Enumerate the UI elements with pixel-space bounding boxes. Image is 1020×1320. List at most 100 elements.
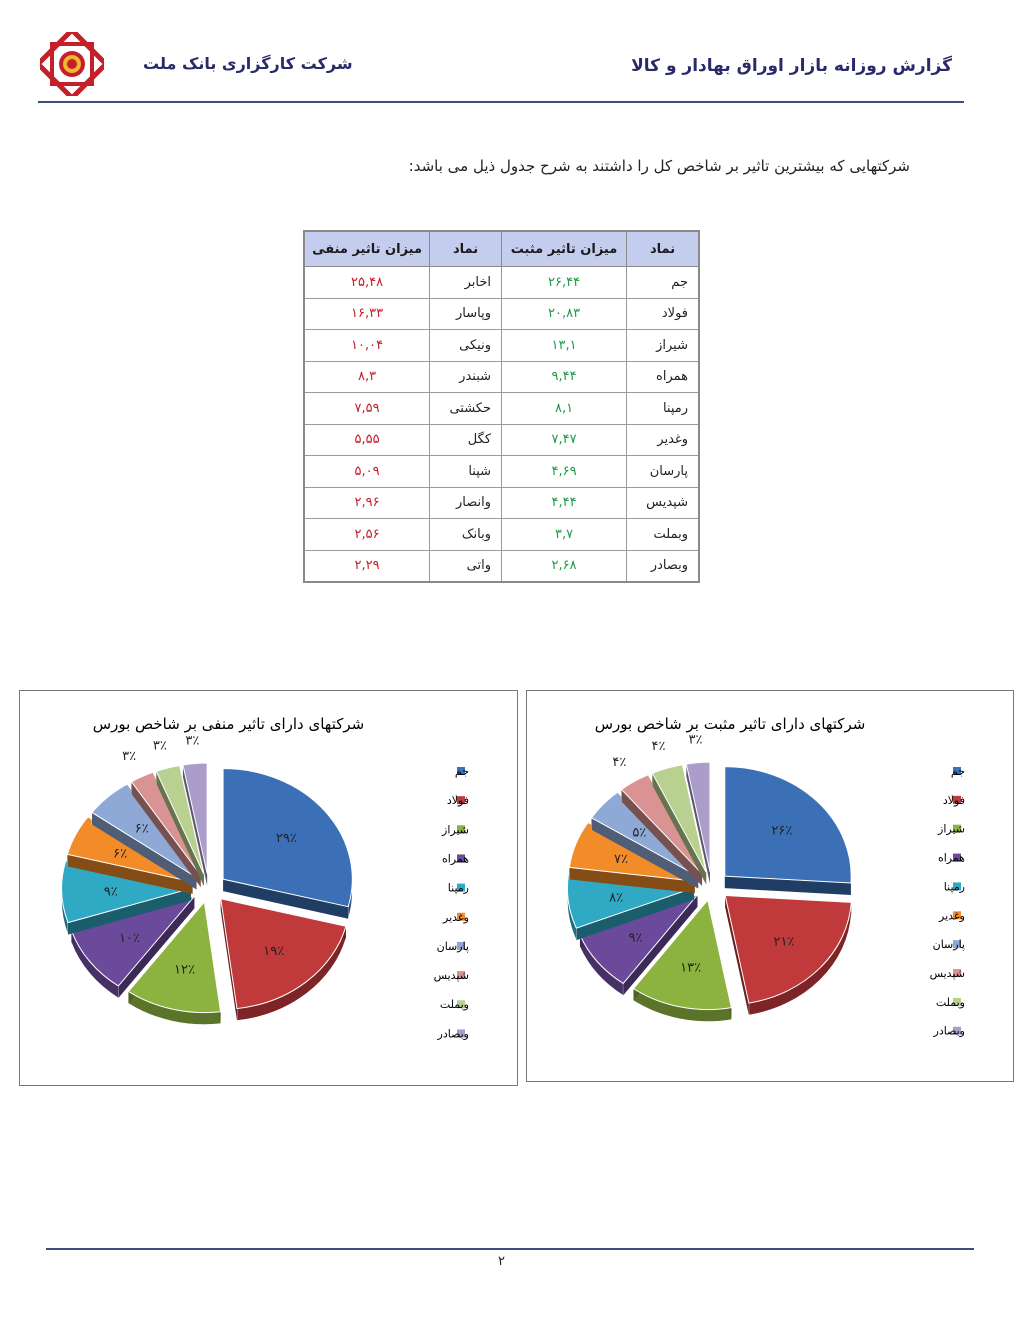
legend-item: شیراز [441,823,469,836]
pos-symbol-cell: شیراز [626,329,700,362]
slice-label: ۸٪ [609,890,623,905]
pos-symbol-cell: وبصادر [626,549,700,583]
pos-impact-cell: ۲۶,۴۴ [501,266,628,299]
pie-slice-3: ۱۳٪ [632,898,733,1022]
legend-item: فولاد [447,794,469,807]
slice-label: ۳٪ [185,733,199,748]
positive-pie-svg: شرکتهای دارای تاثیر مثبت بر شاخص بورس ۲۶٪… [566,715,965,1038]
slice-label: ۱۹٪ [263,944,284,959]
slice-label: ۳٪ [688,733,702,748]
legend-swatch [953,969,961,978]
table-header-row: نماد میزان تاثیر مثبت نماد میزان تاثیر م… [303,230,700,267]
header-divider [38,101,964,103]
slice-label: ۱۰٪ [119,931,140,946]
pos-impact-cell: ۴,۶۹ [501,455,628,488]
pos-impact-cell: ۷,۴۷ [501,423,628,456]
legend-swatch [457,971,465,980]
slice-label: ۲۱٪ [773,934,794,949]
legend-swatch [953,1026,961,1035]
table-row: پارسان ۴,۶۹ شپنا ۵,۰۹ [303,455,700,488]
legend-item: وغدیر [442,911,469,924]
chart-title: شرکتهای دارای تاثیر مثبت بر شاخص بورس [595,715,866,733]
table-row: وبصادر ۲,۶۸ واتی ۲,۲۹ [303,549,700,583]
pos-symbol-cell: پارسان [626,455,700,488]
pos-symbol-cell: وبملت [626,518,700,551]
pos-symbol-cell: رمپنا [626,392,700,425]
slice-label: ۹٪ [629,930,643,945]
slice-label: ۲۹٪ [276,831,297,846]
legend-swatch [953,853,961,862]
neg-impact-cell: ۲,۵۶ [303,518,431,551]
legend-swatch [953,911,961,920]
neg-symbol-cell: اخابر [429,266,503,299]
legend-swatch [457,1000,465,1009]
pos-symbol-cell: همراه [626,360,700,393]
pie-slice-9: ۳٪ [153,739,205,887]
report-title: گزارش روزانه بازار اوراق بهادار و کالا [631,56,952,76]
slice-label: ۶٪ [113,847,127,862]
legend-swatch [457,941,465,950]
slice-label: ۴٪ [612,755,626,770]
table-row: رمپنا ۸,۱ حکشتی ۷,۵۹ [303,392,700,425]
legend-item: رمپنا [448,882,469,895]
col-header-pos-symbol: نماد [626,230,700,267]
pie-slice-10: ۳٪ [182,733,208,886]
legend-swatch [457,767,465,775]
neg-symbol-cell: شپنا [429,455,503,488]
neg-impact-cell: ۲,۹۶ [303,486,431,519]
neg-impact-cell: ۵,۰۹ [303,455,431,488]
pos-impact-cell: ۱۳,۱ [501,329,628,362]
legend-swatch [953,767,961,775]
legend-item: شپدیس [930,967,965,980]
legend-item: وبملت [936,996,965,1009]
table-row: جم ۲۶,۴۴ اخابر ۲۵,۴۸ [303,266,700,299]
slice-label: ۷٪ [614,852,628,867]
table-row: وغدیر ۷,۴۷ کگل ۵,۵۵ [303,423,700,456]
legend-swatch [953,824,961,833]
pos-impact-cell: ۹,۴۴ [501,360,628,393]
legend-item: پارسان [437,940,469,953]
col-header-neg-impact: میزان تاثیر منفی [303,230,431,267]
legend-item: شیراز [937,823,965,836]
col-header-neg-symbol: نماد [429,230,503,267]
table-row: شپدیس ۴,۴۴ وانصار ۲,۹۶ [303,486,700,519]
pos-impact-cell: ۲,۶۸ [501,549,628,583]
negative-impact-chart: شرکتهای دارای تاثیر منفی بر شاخص بورس ۲۹٪… [19,690,518,1086]
legend-item: شپدیس [434,969,469,982]
pos-impact-cell: ۲۰,۸۳ [501,297,628,330]
neg-impact-cell: ۷,۵۹ [303,392,431,425]
legend-swatch [457,1029,465,1038]
neg-impact-cell: ۲۵,۴۸ [303,266,431,299]
table-row: همراه ۹,۴۴ شبندر ۸,۳ [303,360,700,393]
legend-swatch [953,882,961,891]
slice-label: ۹٪ [104,885,118,900]
pie-slice-3: ۱۲٪ [127,900,222,1025]
footer-divider [46,1248,974,1250]
col-header-pos-impact: میزان تاثیر مثبت [501,230,628,267]
pie-slice-4: ۹٪ [579,893,699,996]
neg-symbol-cell: کگل [429,423,503,456]
pos-symbol-cell: شپدیس [626,486,700,519]
pos-impact-cell: ۳,۷ [501,518,628,551]
table-row: فولاد ۲۰,۸۳ وپاسار ۱۶,۳۳ [303,297,700,330]
intro-text: شرکتهایی که بیشترین تاثیر بر شاخص کل را … [408,157,910,175]
pie-slice-9: ۴٪ [651,739,707,885]
company-name: شرکت کارگزاری بانک ملت [143,54,353,73]
legend-item: رمپنا [944,880,965,893]
legend-item: وبصادر [437,1027,469,1040]
legend-swatch [457,883,465,892]
legend-swatch [457,825,465,834]
legend-swatch [457,796,465,805]
legend-swatch [457,854,465,863]
legend-item: پارسان [933,938,965,951]
table-row: وبملت ۳,۷ وبانک ۲,۵۶ [303,518,700,551]
pie-slice-1: ۲۹٪ [222,768,353,919]
neg-impact-cell: ۲,۲۹ [303,549,431,583]
legend-item: جم [455,765,469,778]
neg-impact-cell: ۱۰,۰۴ [303,329,431,362]
neg-symbol-cell: شبندر [429,360,503,393]
pos-symbol-cell: وغدیر [626,423,700,456]
pie-slice-10: ۳٪ [685,733,711,884]
page-number: ۲ [498,1254,505,1269]
neg-impact-cell: ۵,۵۵ [303,423,431,456]
